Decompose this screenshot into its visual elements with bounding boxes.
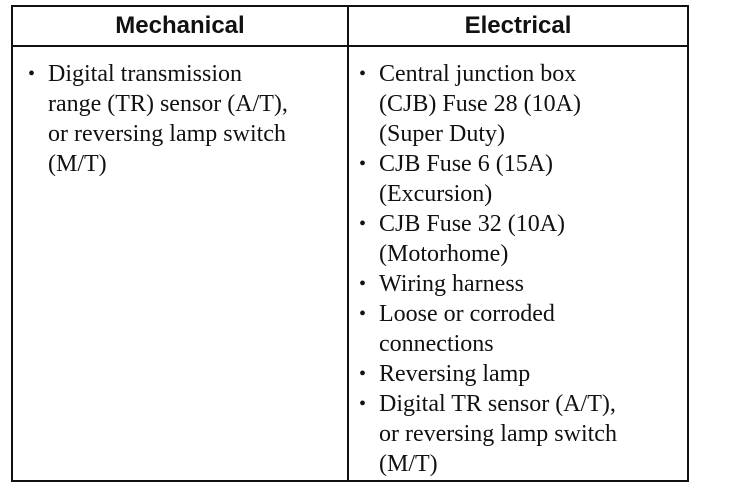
list-item-text: CJB Fuse 32 (10A) (Motorhome): [379, 211, 566, 267]
list-item-text: Digital transmission range (TR) sensor (…: [48, 61, 288, 177]
bullet-icon: •: [359, 63, 367, 85]
list-item: • Loose or corroded connections: [357, 299, 677, 359]
list-item: • Reversing lamp: [357, 359, 677, 389]
bullet-icon: •: [359, 393, 367, 415]
list-item-text: Loose or corroded connections: [379, 301, 555, 357]
list-item-text: Central junction box (CJB) Fuse 28 (10A)…: [379, 61, 581, 147]
list-item-text: CJB Fuse 6 (15A) (Excursion): [379, 151, 554, 207]
list-item-text: Wiring harness: [379, 271, 524, 297]
list-item: • Digital transmission range (TR) sensor …: [26, 59, 326, 179]
list-item: • Central junction box (CJB) Fuse 28 (10A…: [357, 59, 677, 149]
header-electrical: Electrical: [464, 12, 572, 39]
bullet-icon: •: [359, 273, 367, 295]
list-item: • CJB Fuse 6 (15A) (Excursion): [357, 149, 677, 209]
bullet-icon: •: [359, 153, 367, 175]
mechanical-column: • Digital transmission range (TR) sensor …: [26, 59, 326, 179]
list-item-text: Digital TR sensor (A/T), or reversing la…: [379, 391, 617, 477]
bullet-icon: •: [359, 303, 367, 325]
list-item: • Digital TR sensor (A/T), or reversing l…: [357, 389, 677, 479]
electrical-column: • Central junction box (CJB) Fuse 28 (10A…: [357, 59, 677, 479]
list-item: • Wiring harness: [357, 269, 677, 299]
column-divider: [347, 7, 349, 480]
diagnostic-table: Mechanical Electrical • Digital transmiss…: [11, 5, 689, 482]
list-item-text: Reversing lamp: [379, 361, 531, 387]
header-mechanical: Mechanical: [115, 12, 245, 39]
bullet-icon: •: [359, 213, 367, 235]
bullet-icon: •: [359, 363, 367, 385]
list-item: • CJB Fuse 32 (10A) (Motorhome): [357, 209, 677, 269]
bullet-icon: •: [28, 63, 36, 85]
header-divider: [13, 45, 687, 47]
